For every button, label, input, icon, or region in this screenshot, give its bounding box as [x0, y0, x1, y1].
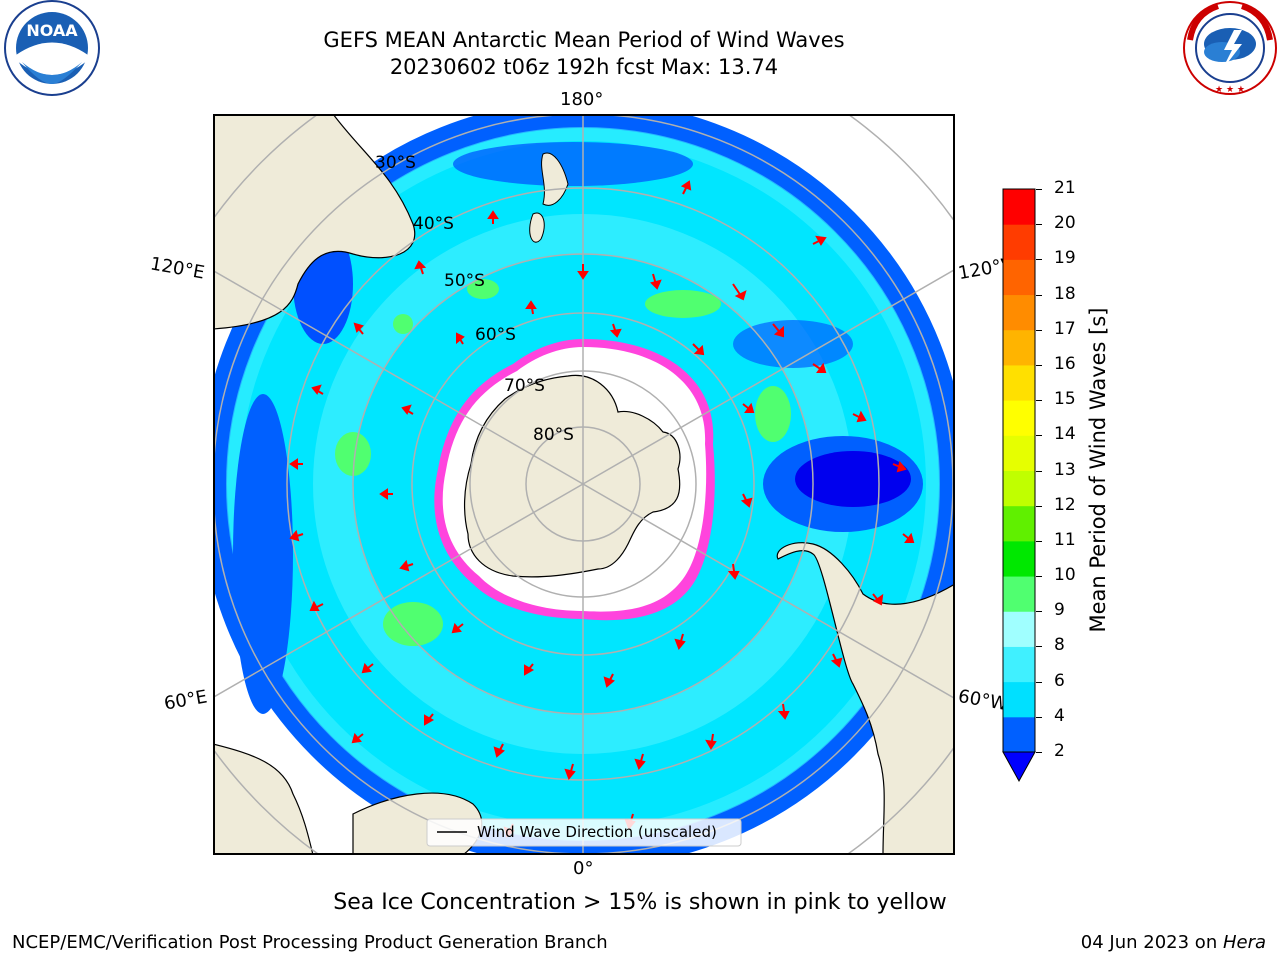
colorbar-tick-mark [1036, 646, 1042, 648]
colorbar-tick-label: 2 [1054, 741, 1065, 761]
parallel-label-50s: 50°S [444, 271, 485, 291]
colorbar-tick-mark [1036, 576, 1042, 578]
colorbar-tick-label: 18 [1054, 283, 1076, 304]
colorbar-tick-label: 13 [1054, 459, 1076, 480]
colorbar-tick-mark [1036, 364, 1042, 366]
colorbar-tick-mark [1036, 540, 1042, 542]
colorbar-tick-mark [1036, 505, 1042, 507]
australia-land [214, 115, 416, 330]
colorbar-segment [1003, 505, 1035, 542]
parallel-label-70s: 70°S [504, 376, 545, 396]
colorbar-tick-label: 10 [1054, 565, 1076, 586]
colorbar-extend-triangle [1002, 751, 1036, 783]
colorbar-tick-mark [1036, 470, 1042, 472]
colorbar-title: Mean Period of Wind Waves [s] [1086, 307, 1110, 633]
colorbar-segment [1003, 540, 1035, 577]
colorbar-tick-label: 14 [1054, 424, 1076, 445]
antarctica-land [463, 374, 681, 578]
parallel-label-30s: 30°S [375, 153, 416, 173]
south-america-land [776, 542, 954, 854]
nws-logo: ★ ★ ★ [1178, 0, 1280, 100]
colorbar-tick-label: 4 [1054, 705, 1065, 726]
colorbar-segment [1003, 364, 1035, 401]
parallel-label-60s: 60°S [475, 325, 516, 345]
sea-ice-caption: Sea Ice Concentration > 15% is shown in … [333, 890, 947, 915]
colorbar-segment [1003, 400, 1035, 436]
parallel-label-80s: 80°S [533, 425, 574, 445]
parallel-label-40s: 40°S [413, 214, 454, 234]
colorbar-tick-mark [1036, 189, 1042, 190]
footer-host: Hera [1222, 932, 1266, 953]
meridian-label-180: 180° [560, 89, 604, 110]
colorbar-tick-mark [1036, 681, 1042, 683]
colorbar-tick-label: 9 [1054, 600, 1065, 621]
colorbar-tick-label: 19 [1054, 248, 1076, 269]
colorbar-tick-label: 6 [1054, 670, 1065, 691]
colorbar-svg [1002, 188, 1036, 783]
colorbar-tick-label: 20 [1054, 213, 1076, 234]
noaa-logo-text: NOAA [26, 21, 78, 40]
colorbar-segment [1003, 189, 1035, 225]
colorbar-tick-mark [1036, 294, 1042, 296]
colorbar [1002, 187, 1036, 783]
colorbar-tick-label: 16 [1054, 353, 1076, 374]
colorbar-segment [1003, 329, 1035, 366]
colorbar-tick-mark [1036, 259, 1042, 261]
colorbar-tick-label: 8 [1054, 635, 1065, 656]
colorbar-segment [1003, 576, 1035, 612]
meridian-label-120e: 120°E [148, 253, 207, 284]
colorbar-segment [1003, 681, 1035, 718]
legend-label: Wind Wave Direction (unscaled) [477, 823, 717, 841]
chart-title: GEFS MEAN Antarctic Mean Period of Wind … [323, 28, 845, 52]
footer-timestamp: 04 Jun 2023 on Hera [1081, 932, 1266, 953]
colorbar-tick-mark [1036, 224, 1042, 226]
colorbar-tick-label: 12 [1054, 494, 1076, 515]
colorbar-tick-mark [1036, 435, 1042, 437]
colorbar-tick-mark [1036, 400, 1042, 402]
africa-land [214, 743, 314, 854]
colorbar-segment [1003, 646, 1035, 683]
polar-map: 30°S 40°S 50°S 60°S 70°S 80°S Wind Wave … [213, 114, 955, 855]
colorbar-tick-mark [1036, 716, 1042, 718]
polar-map-svg: 30°S 40°S 50°S 60°S 70°S 80°S Wind Wave … [213, 114, 955, 855]
colorbar-segment [1003, 224, 1035, 260]
map-legend: Wind Wave Direction (unscaled) [426, 818, 742, 847]
meridian-label-60e: 60°E [162, 686, 209, 715]
chart-subtitle: 20230602 t06z 192h fcst Max: 13.74 [389, 55, 779, 79]
colorbar-tick-label: 11 [1054, 529, 1076, 550]
colorbar-tick-label: 21 [1054, 178, 1076, 198]
colorbar-tick-mark [1036, 752, 1042, 753]
wind-wave-arrows [289, 180, 915, 838]
noaa-logo: NOAA [2, 0, 102, 100]
svg-text:★ ★ ★: ★ ★ ★ [1215, 85, 1245, 95]
colorbar-segment [1003, 259, 1035, 296]
footer-credit: NCEP/EMC/Verification Post Processing Pr… [12, 932, 608, 953]
colorbar-tick-label: 15 [1054, 389, 1076, 410]
colorbar-segment [1003, 435, 1035, 471]
footer-date: 04 Jun 2023 on [1080, 932, 1223, 953]
colorbar-segment [1003, 716, 1035, 753]
colorbar-tick-label: 17 [1054, 318, 1076, 339]
colorbar-segment [1003, 611, 1035, 647]
colorbar-tick-mark [1036, 611, 1042, 613]
colorbar-tick-mark [1036, 329, 1042, 331]
colorbar-segment [1003, 294, 1035, 331]
meridian-label-0: 0° [573, 858, 594, 879]
colorbar-segment [1003, 470, 1035, 507]
